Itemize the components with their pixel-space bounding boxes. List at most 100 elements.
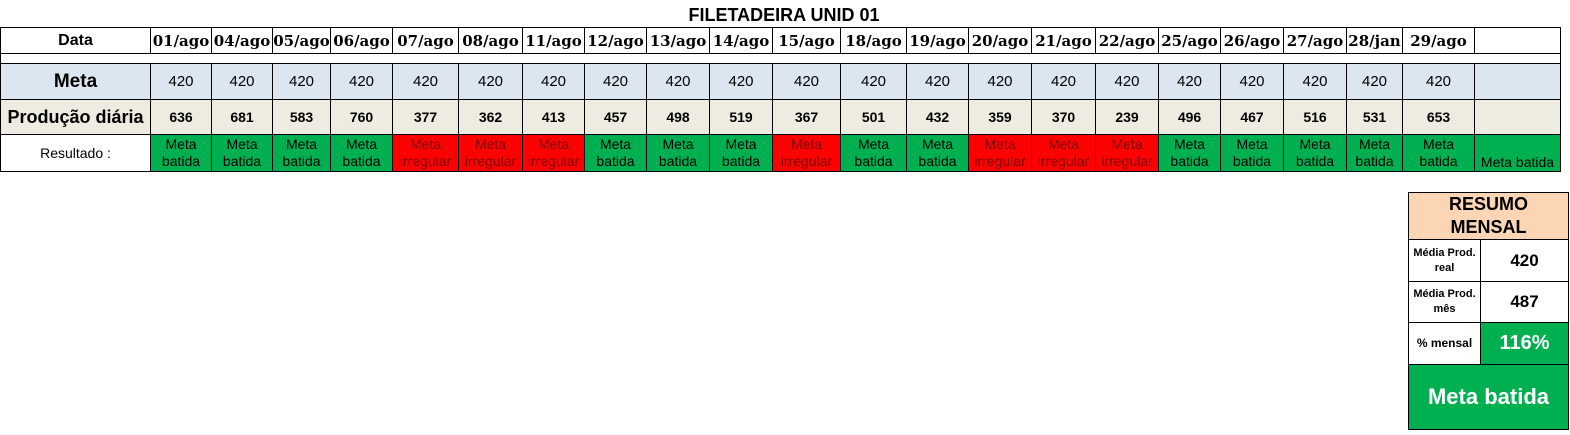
date-cell[interactable]: 05/ago (272, 27, 331, 54)
meta-cell[interactable]: 420 (1158, 63, 1221, 100)
meta-cell[interactable]: 420 (1031, 63, 1096, 100)
production-cell[interactable]: 432 (906, 99, 969, 135)
production-cell[interactable]: 362 (458, 99, 523, 135)
production-label-cell[interactable]: Produção diária (0, 99, 151, 135)
production-cell[interactable]: 498 (646, 99, 710, 135)
date-cell-empty[interactable] (1474, 27, 1561, 54)
final-status-cell[interactable]: Meta batida (1407, 364, 1570, 430)
meta-cell[interactable]: 420 (1402, 63, 1475, 100)
production-cell[interactable]: 359 (968, 99, 1032, 135)
date-cell[interactable]: 20/ago (968, 27, 1032, 54)
result-cell[interactable]: Meta batida (1283, 134, 1347, 172)
meta-cell[interactable]: 420 (840, 63, 907, 100)
production-cell[interactable]: 457 (584, 99, 647, 135)
production-cell[interactable]: 367 (772, 99, 841, 135)
date-cell[interactable]: 15/ago (772, 27, 841, 54)
result-cell[interactable]: Meta irregular (392, 134, 459, 172)
date-cell[interactable]: 18/ago (840, 27, 907, 54)
date-cell[interactable]: 28/jan (1346, 27, 1403, 54)
result-cell[interactable]: Meta batida (906, 134, 969, 172)
result-cell[interactable]: Meta batida (330, 134, 393, 172)
meta-cell[interactable]: 420 (1220, 63, 1284, 100)
meta-cell[interactable]: 420 (709, 63, 773, 100)
production-cell[interactable]: 239 (1095, 99, 1159, 135)
production-cell[interactable]: 531 (1346, 99, 1403, 135)
date-cell[interactable]: 07/ago (392, 27, 459, 54)
date-cell[interactable]: 21/ago (1031, 27, 1096, 54)
monthly-pct-label[interactable]: % mensal (1408, 322, 1481, 365)
result-cell[interactable]: Meta batida (272, 134, 331, 172)
meta-cell[interactable]: 420 (772, 63, 841, 100)
meta-cell[interactable]: 420 (150, 63, 212, 100)
date-cell[interactable]: 12/ago (584, 27, 647, 54)
avg-month-value[interactable]: 487 (1479, 281, 1570, 323)
production-cell[interactable]: 467 (1220, 99, 1284, 135)
production-cell[interactable]: 760 (330, 99, 393, 135)
date-cell[interactable]: 27/ago (1283, 27, 1347, 54)
result-cell[interactable]: Meta batida (1346, 134, 1403, 172)
result-cell[interactable]: Meta irregular (1031, 134, 1096, 172)
date-cell[interactable]: 29/ago (1402, 27, 1475, 54)
date-cell[interactable]: 14/ago (709, 27, 773, 54)
date-cell[interactable]: 04/ago (211, 27, 273, 54)
meta-cell[interactable]: 420 (1095, 63, 1159, 100)
production-cell[interactable]: 501 (840, 99, 907, 135)
date-cell[interactable]: 22/ago (1095, 27, 1159, 54)
result-cell[interactable]: Meta batida (1402, 134, 1475, 172)
date-cell[interactable]: 01/ago (150, 27, 212, 54)
date-cell[interactable]: 06/ago (330, 27, 393, 54)
date-cell[interactable]: 26/ago (1220, 27, 1284, 54)
meta-cell[interactable]: 420 (968, 63, 1032, 100)
meta-cell[interactable]: 420 (458, 63, 523, 100)
production-cell[interactable]: 370 (1031, 99, 1096, 135)
avg-real-label[interactable]: Média Prod. real (1408, 239, 1481, 282)
summary-header[interactable]: RESUMO MENSAL (1407, 192, 1570, 240)
result-label-cell[interactable]: Resultado : (0, 134, 151, 172)
result-cell[interactable]: Meta irregular (772, 134, 841, 172)
meta-cell[interactable]: 420 (906, 63, 969, 100)
meta-cell[interactable]: 420 (392, 63, 459, 100)
meta-cell[interactable]: 420 (1283, 63, 1347, 100)
production-cell[interactable]: 636 (150, 99, 212, 135)
meta-cell[interactable]: 420 (330, 63, 393, 100)
production-cell[interactable]: 413 (522, 99, 585, 135)
date-cell[interactable]: 25/ago (1158, 27, 1221, 54)
meta-cell[interactable]: 420 (1346, 63, 1403, 100)
result-cell-final[interactable]: Meta batida (1474, 134, 1561, 172)
result-cell[interactable]: Meta batida (646, 134, 710, 172)
production-cell[interactable]: 516 (1283, 99, 1347, 135)
meta-cell[interactable]: 420 (522, 63, 585, 100)
meta-cell[interactable]: 420 (646, 63, 710, 100)
date-label-cell[interactable]: Data (0, 27, 151, 54)
result-cell[interactable]: Meta irregular (968, 134, 1032, 172)
result-cell[interactable]: Meta batida (211, 134, 273, 172)
result-cell[interactable]: Meta irregular (1095, 134, 1159, 172)
date-cell[interactable]: 08/ago (458, 27, 523, 54)
production-cell[interactable]: 377 (392, 99, 459, 135)
meta-cell[interactable]: 420 (272, 63, 331, 100)
date-cell[interactable]: 11/ago (522, 27, 585, 54)
meta-cell-empty[interactable] (1474, 63, 1561, 100)
result-cell[interactable]: Meta batida (840, 134, 907, 172)
result-cell[interactable]: Meta irregular (458, 134, 523, 172)
result-cell[interactable]: Meta batida (1158, 134, 1221, 172)
result-cell[interactable]: Meta irregular (522, 134, 585, 172)
production-cell[interactable]: 681 (211, 99, 273, 135)
avg-real-value[interactable]: 420 (1479, 239, 1570, 282)
result-cell[interactable]: Meta batida (1220, 134, 1284, 172)
result-cell[interactable]: Meta batida (584, 134, 647, 172)
monthly-pct-value[interactable]: 116% (1479, 322, 1570, 365)
date-cell[interactable]: 19/ago (906, 27, 969, 54)
result-cell[interactable]: Meta batida (709, 134, 773, 172)
meta-cell[interactable]: 420 (584, 63, 647, 100)
avg-month-label[interactable]: Média Prod. mês (1408, 281, 1481, 323)
meta-cell[interactable]: 420 (211, 63, 273, 100)
production-cell-empty[interactable] (1474, 99, 1561, 135)
production-cell[interactable]: 496 (1158, 99, 1221, 135)
production-cell[interactable]: 653 (1402, 99, 1475, 135)
production-cell[interactable]: 583 (272, 99, 331, 135)
result-cell[interactable]: Meta batida (150, 134, 212, 172)
meta-label-cell[interactable]: Meta (0, 63, 151, 100)
date-cell[interactable]: 13/ago (646, 27, 710, 54)
production-cell[interactable]: 519 (709, 99, 773, 135)
